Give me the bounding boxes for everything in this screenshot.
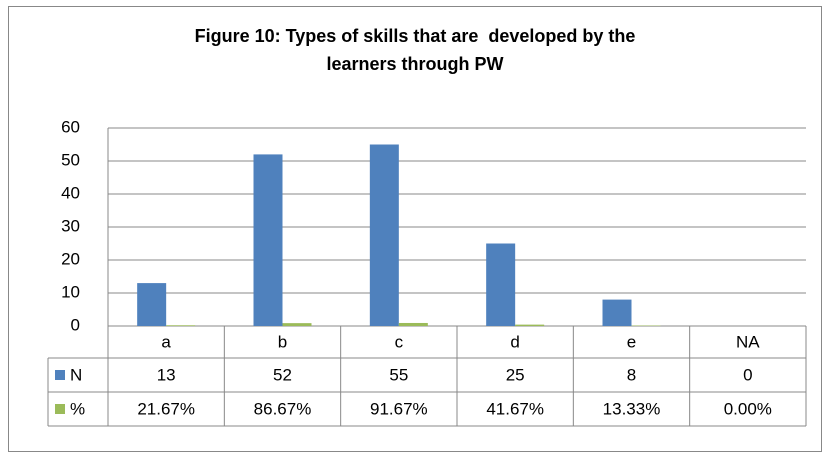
table-cell: 86.67%: [254, 399, 312, 418]
y-tick-label: 0: [71, 315, 80, 334]
x-tick-label: c: [395, 332, 404, 351]
y-tick-label: 20: [61, 249, 80, 268]
table-cell: 25: [506, 365, 525, 384]
table-cell: 52: [273, 365, 292, 384]
y-tick-label: 40: [61, 183, 80, 202]
legend-label: N: [70, 365, 82, 384]
bar: [398, 322, 428, 326]
table-cell: 8: [627, 365, 636, 384]
table-cell: 41.67%: [486, 399, 544, 418]
table-cell: 55: [389, 365, 408, 384]
legend-swatch: [55, 404, 65, 414]
y-tick-label: 60: [61, 117, 80, 136]
table-cell: 91.67%: [370, 399, 428, 418]
legend-swatch: [55, 370, 65, 380]
table-cell: 13.33%: [603, 399, 661, 418]
legend-label: %: [70, 399, 85, 418]
x-tick-label: a: [161, 332, 171, 351]
bar: [253, 154, 283, 326]
bar: [486, 243, 516, 326]
table-cell: 21.67%: [137, 399, 195, 418]
x-tick-label: e: [627, 332, 636, 351]
y-tick-label: 50: [61, 150, 80, 169]
x-tick-label: NA: [736, 332, 760, 351]
x-tick-label: d: [510, 332, 519, 351]
bar: [602, 299, 632, 326]
y-tick-label: 10: [61, 282, 80, 301]
chart-title: Figure 10: Types of skills that are deve…: [194, 26, 641, 74]
bar: [137, 283, 167, 326]
table-cell: 0.00%: [724, 399, 772, 418]
table-cell: 0: [743, 365, 752, 384]
y-tick-label: 30: [61, 216, 80, 235]
x-tick-label: b: [278, 332, 287, 351]
chart-border: [8, 6, 822, 452]
bar: [166, 325, 196, 326]
bar: [369, 144, 399, 326]
bar: [282, 323, 312, 326]
table-cell: 13: [157, 365, 176, 384]
bar: [515, 324, 545, 326]
